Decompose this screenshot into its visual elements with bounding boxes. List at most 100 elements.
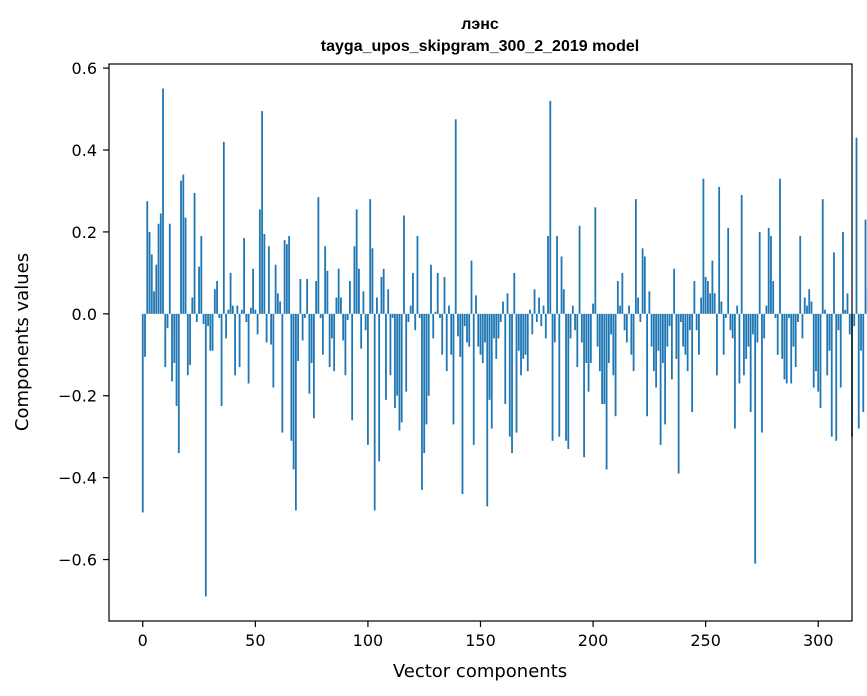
bar-87: [337, 268, 340, 314]
bar-294: [803, 297, 806, 314]
bar-302: [821, 199, 824, 314]
bar-92: [349, 281, 351, 314]
bar-245: [693, 281, 696, 314]
bar-141: [459, 313, 462, 357]
bar-304: [826, 313, 829, 376]
bar-178: [542, 305, 545, 314]
bar-64: [285, 244, 288, 314]
bar-140: [457, 313, 459, 337]
bar-77: [315, 281, 318, 314]
bar-264: [736, 305, 739, 314]
bar-252: [709, 293, 712, 314]
bar-286: [785, 313, 788, 384]
bar-54: [263, 233, 266, 314]
bar-225: [648, 291, 651, 314]
y-tick-label: −0.4: [58, 469, 97, 488]
bar-154: [488, 313, 491, 400]
x-tick-label: 250: [690, 631, 721, 650]
bar-257: [720, 301, 723, 314]
bar-168: [520, 313, 522, 376]
bar-200: [592, 303, 594, 314]
bar-259: [725, 313, 727, 318]
bar-203: [598, 313, 601, 372]
bar-23: [193, 193, 196, 314]
bar-263: [734, 313, 736, 429]
bar-91: [346, 313, 349, 320]
bar-240: [682, 313, 685, 347]
bar-11: [166, 313, 169, 329]
bar-68: [294, 313, 297, 511]
bar-179: [544, 313, 547, 339]
bar-211: [616, 281, 619, 314]
bar-298: [812, 313, 815, 388]
bar-187: [562, 289, 565, 314]
bar-127: [427, 313, 430, 396]
bar-135: [445, 313, 448, 372]
x-tick-label: 50: [245, 631, 265, 650]
bar-186: [560, 256, 563, 314]
bar-308: [835, 313, 838, 441]
bar-20: [186, 313, 189, 376]
bar-62: [281, 313, 284, 433]
bar-58: [272, 313, 275, 388]
bar-45: [243, 238, 245, 314]
bar-41: [234, 313, 236, 376]
bar-318: [857, 313, 860, 429]
bar-171: [526, 313, 529, 372]
bar-153: [486, 313, 489, 507]
bar-253: [711, 260, 714, 314]
bar-314: [848, 313, 851, 335]
bar-56: [267, 246, 270, 314]
bar-205: [603, 313, 606, 404]
bar-115: [400, 313, 403, 423]
bar-215: [625, 313, 628, 343]
x-tick-label: 0: [138, 631, 148, 650]
bar-53: [261, 111, 263, 314]
bar-8: [159, 213, 162, 314]
bar-76: [312, 313, 315, 419]
bar-151: [481, 313, 484, 363]
bar-147: [472, 313, 475, 445]
bar-231: [661, 313, 664, 363]
bar-33: [216, 281, 218, 314]
bar-224: [646, 313, 649, 417]
bar-67: [292, 313, 295, 470]
bar-81: [324, 246, 327, 314]
bar-216: [628, 305, 630, 314]
bar-309: [837, 313, 840, 331]
bar-270: [749, 313, 752, 413]
bar-275: [761, 313, 763, 433]
bar-46: [245, 313, 248, 323]
bar-246: [695, 313, 698, 331]
bar-188: [565, 313, 567, 441]
bar-281: [774, 313, 777, 318]
bar-21: [189, 313, 191, 366]
bar-197: [585, 313, 588, 363]
bar-295: [806, 305, 808, 314]
chart-subtitle: tayga_upos_skipgram_300_2_2019 model: [321, 38, 639, 55]
bar-184: [556, 236, 558, 314]
bar-95: [355, 209, 358, 314]
bar-146: [470, 260, 473, 314]
bar-27: [202, 313, 205, 325]
bar-320: [862, 313, 865, 413]
bar-16: [177, 313, 180, 454]
bar-303: [824, 309, 826, 314]
bar-65: [288, 236, 291, 314]
bar-272: [754, 313, 757, 564]
bar-319: [860, 313, 862, 351]
bar-110: [389, 313, 392, 376]
bar-284: [781, 313, 784, 359]
bar-228: [655, 313, 658, 388]
bar-167: [517, 313, 520, 351]
bar-10: [164, 313, 167, 368]
bar-104: [376, 297, 378, 314]
bar-222: [641, 248, 644, 314]
bar-289: [792, 313, 795, 347]
bar-89: [342, 313, 345, 341]
bar-66: [290, 313, 293, 441]
bar-14: [173, 313, 176, 363]
bar-148: [475, 295, 477, 314]
bar-251: [707, 281, 709, 314]
